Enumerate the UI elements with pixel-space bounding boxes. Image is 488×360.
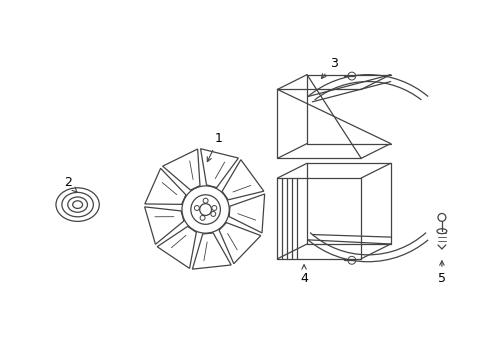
Text: 3: 3 <box>321 57 337 78</box>
Text: 1: 1 <box>207 132 222 162</box>
Text: 2: 2 <box>64 176 77 192</box>
Text: 5: 5 <box>437 261 445 285</box>
Text: 4: 4 <box>300 265 307 285</box>
